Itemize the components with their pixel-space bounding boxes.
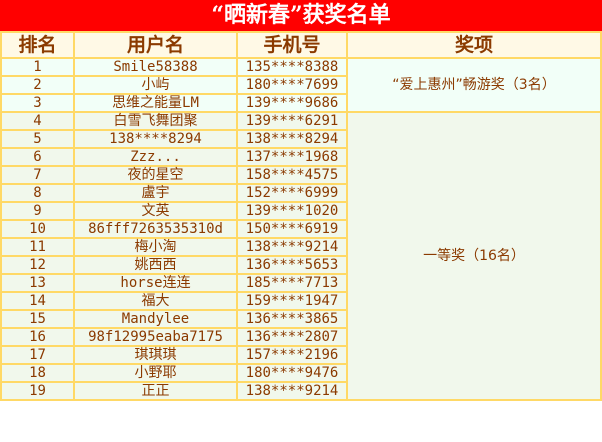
cell-rank: 17: [0, 345, 75, 365]
cell-rank: 11: [0, 237, 75, 257]
cell-user: 梅小淘: [73, 237, 238, 257]
cell-user: 夜的星空: [73, 165, 238, 185]
table-row: 7 夜的星空 158****4575: [0, 165, 601, 185]
cell-phone: 135****8388: [236, 57, 348, 77]
table-row: 3 思维之能量LM 139****9686: [0, 93, 601, 113]
cell-phone: 138****9214: [236, 381, 348, 401]
cell-phone: 136****2807: [236, 327, 348, 347]
table-row: 12 姚西西 136****5653: [0, 255, 601, 275]
cell-rank: 8: [0, 183, 75, 203]
table-row: 6 Zzz... 137****1968: [0, 147, 601, 167]
cell-prize: 一等奖（16名）: [346, 111, 602, 401]
cell-user: 138****8294: [73, 129, 238, 149]
cell-phone: 136****5653: [236, 255, 348, 275]
cell-phone: 139****6291: [236, 111, 348, 131]
cell-user: Zzz...: [73, 147, 238, 167]
cell-user: 正正: [73, 381, 238, 401]
cell-rank: 1: [0, 57, 75, 77]
cell-user: 白雪飞舞团聚: [73, 111, 238, 131]
cell-phone: 138****8294: [236, 129, 348, 149]
cell-phone: 180****9476: [236, 363, 348, 383]
table-row: 2 小屿 180****7699: [0, 75, 601, 95]
table-row: 9 文英 139****1020: [0, 201, 601, 221]
cell-phone: 185****7713: [236, 273, 348, 293]
header-rank: 排名: [0, 31, 75, 59]
cell-rank: 4: [0, 111, 75, 131]
header-phone: 手机号: [236, 31, 348, 59]
cell-rank: 12: [0, 255, 75, 275]
table-row: 4 白雪飞舞团聚 139****6291 一等奖（16名）: [0, 111, 602, 401]
header-user: 用户名: [73, 31, 238, 59]
cell-user: 98f12995eaba7175: [73, 327, 238, 347]
cell-phone: 150****6919: [236, 219, 348, 239]
cell-user: 小野耶: [73, 363, 238, 383]
cell-user: 福大: [73, 291, 238, 311]
cell-rank: 16: [0, 327, 75, 347]
cell-phone: 157****2196: [236, 345, 348, 365]
cell-user: Mandylee: [73, 309, 238, 329]
cell-phone: 158****4575: [236, 165, 348, 185]
cell-user: 文英: [73, 201, 238, 221]
cell-rank: 19: [0, 381, 75, 401]
cell-user: 86fff7263535310d: [73, 219, 238, 239]
cell-prize: “爱上惠州”畅游奖（3名）: [346, 57, 602, 113]
table-row: 8 盧宇 152****6999: [0, 183, 601, 203]
cell-user: horse连连: [73, 273, 238, 293]
cell-rank: 13: [0, 273, 75, 293]
table-row: 5 138****8294 138****8294: [0, 129, 601, 149]
cell-rank: 14: [0, 291, 75, 311]
cell-rank: 15: [0, 309, 75, 329]
cell-phone: 138****9214: [236, 237, 348, 257]
page-title: “晒新春”获奖名单: [0, 0, 602, 31]
cell-user: 小屿: [73, 75, 238, 95]
table-row: 19 正正 138****9214: [0, 381, 601, 401]
table-row: 16 98f12995eaba7175 136****2807: [0, 327, 601, 347]
cell-phone: 137****1968: [236, 147, 348, 167]
cell-phone: 180****7699: [236, 75, 348, 95]
table-row: 1 Smile58388 135****8388 “爱上惠州”畅游奖（3名）: [0, 57, 602, 113]
cell-user: 琪琪琪: [73, 345, 238, 365]
table-row: 15 Mandylee 136****3865: [0, 309, 601, 329]
cell-phone: 159****1947: [236, 291, 348, 311]
cell-phone: 139****9686: [236, 93, 348, 113]
table-row: 10 86fff7263535310d 150****6919: [0, 219, 601, 239]
cell-rank: 18: [0, 363, 75, 383]
header-prize: 奖项: [346, 31, 602, 59]
table-row: 17 琪琪琪 157****2196: [0, 345, 601, 365]
cell-rank: 6: [0, 147, 75, 167]
header-row: 排名 用户名 手机号 奖项: [0, 31, 602, 59]
cell-rank: 9: [0, 201, 75, 221]
cell-rank: 3: [0, 93, 75, 113]
cell-user: 姚西西: [73, 255, 238, 275]
cell-phone: 152****6999: [236, 183, 348, 203]
cell-rank: 7: [0, 165, 75, 185]
table-row: 11 梅小淘 138****9214: [0, 237, 601, 257]
cell-user: 思维之能量LM: [73, 93, 238, 113]
cell-rank: 2: [0, 75, 75, 95]
cell-rank: 5: [0, 129, 75, 149]
winners-table: 排名 用户名 手机号 奖项 1 Smile58388 135****8388 “爱上惠…: [0, 31, 602, 401]
table-row: 18 小野耶 180****9476: [0, 363, 601, 383]
table-row: 13 horse连连 185****7713: [0, 273, 601, 293]
cell-rank: 10: [0, 219, 75, 239]
table-row: 14 福大 159****1947: [0, 291, 601, 311]
cell-phone: 139****1020: [236, 201, 348, 221]
cell-user: Smile58388: [73, 57, 238, 77]
cell-phone: 136****3865: [236, 309, 348, 329]
cell-user: 盧宇: [73, 183, 238, 203]
